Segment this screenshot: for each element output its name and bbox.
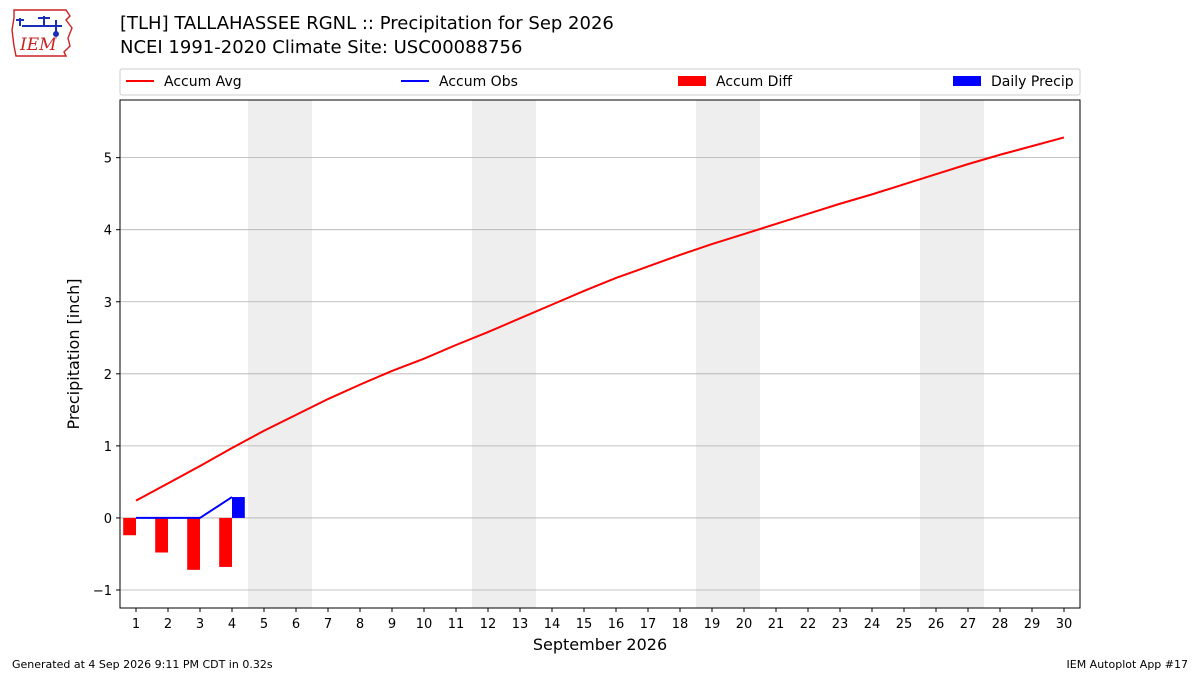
y-tick-label: 0 [104, 512, 112, 527]
x-axis-label: September 2026 [533, 635, 667, 654]
x-tick-label: 27 [960, 617, 977, 632]
daily-precip-bar [232, 497, 245, 518]
x-tick-label: 14 [544, 617, 561, 632]
x-tick-label: 19 [704, 617, 721, 632]
y-tick-label: 2 [104, 368, 112, 383]
y-axis-label: Precipitation [inch] [64, 278, 83, 429]
accum-avg-line [135, 136, 1065, 502]
legend-frame [119, 68, 1081, 96]
x-tick-label: 8 [356, 617, 364, 632]
app-label: IEM Autoplot App #17 [1066, 658, 1189, 671]
x-tick-label: 20 [736, 617, 753, 632]
legend: Accum Avg Accum Obs Accum Diff Daily Precip [119, 68, 1081, 96]
x-tick-label: 10 [416, 617, 433, 632]
accum-diff-bar [219, 517, 232, 567]
x-tick-label: 2 [164, 617, 172, 632]
y-tick-label: 3 [104, 296, 112, 311]
x-tick-label: 11 [448, 617, 465, 632]
weekend-shade [920, 100, 984, 608]
y-axis-ticks: −1 0 1 2 3 4 5 [93, 152, 120, 599]
legend-swatch [953, 76, 981, 86]
x-axis-ticks: 1 2 3 4 5 6 7 8 9 10 11 12 13 14 15 16 17 18 19 20 21 22 23 24 2… [132, 608, 1072, 632]
x-tick-label: 26 [928, 617, 945, 632]
x-tick-label: 1 [132, 617, 140, 632]
x-tick-label: 15 [576, 617, 593, 632]
legend-swatch [678, 76, 706, 86]
x-tick-label: 23 [832, 617, 849, 632]
y-tick-label: 1 [104, 440, 112, 455]
x-tick-label: 5 [260, 617, 268, 632]
plot-frame [119, 99, 1081, 609]
logo-text: IEM [19, 35, 57, 55]
x-tick-label: 3 [196, 617, 204, 632]
y-tick-label: −1 [93, 584, 112, 599]
x-tick-label: 25 [896, 617, 913, 632]
x-tick-label: 13 [512, 617, 529, 632]
lines-layer [135, 136, 1065, 519]
x-tick-label: 4 [228, 617, 236, 632]
x-tick-label: 29 [1024, 617, 1041, 632]
x-tick-label: 9 [388, 617, 396, 632]
weekend-shade [472, 100, 536, 608]
weekend-shading [248, 100, 984, 608]
accum-obs-line [136, 496, 233, 519]
weekend-shade [696, 100, 760, 608]
y-tick-label: 5 [104, 152, 112, 167]
weather-station-icon [16, 16, 62, 37]
x-tick-label: 17 [640, 617, 657, 632]
y-tick-label: 4 [104, 224, 112, 239]
accum-diff-bar [155, 517, 168, 553]
chart-title: [TLH] TALLAHASSEE RGNL :: Precipitation … [120, 13, 614, 34]
x-tick-label: 22 [800, 617, 817, 632]
x-tick-label: 28 [992, 617, 1009, 632]
iem-logo: IEM [8, 6, 80, 58]
x-tick-label: 21 [768, 617, 785, 632]
x-tick-label: 12 [480, 617, 497, 632]
generated-timestamp: Generated at 4 Sep 2026 9:11 PM CDT in 0… [12, 658, 273, 671]
legend-label: Accum Avg [164, 74, 242, 90]
grid-lines [120, 157, 1080, 591]
x-tick-label: 30 [1056, 617, 1073, 632]
x-tick-label: 18 [672, 617, 689, 632]
accum-diff-bar [187, 517, 200, 570]
legend-label: Accum Diff [716, 74, 792, 90]
accum-diff-bar [123, 517, 136, 536]
legend-label: Daily Precip [991, 74, 1074, 90]
chart-subtitle: NCEI 1991-2020 Climate Site: USC00088756 [120, 37, 523, 58]
weekend-shade [248, 100, 312, 608]
legend-label: Accum Obs [439, 74, 518, 90]
x-tick-label: 24 [864, 617, 881, 632]
x-tick-label: 6 [292, 617, 300, 632]
bars-layer [123, 497, 245, 570]
x-tick-label: 16 [608, 617, 625, 632]
x-tick-label: 7 [324, 617, 332, 632]
